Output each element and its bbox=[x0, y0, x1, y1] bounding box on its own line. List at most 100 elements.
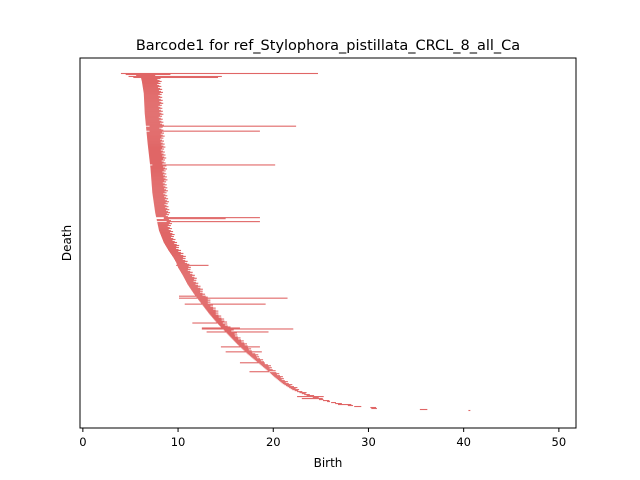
barcode-bar bbox=[156, 219, 169, 221]
barcode-bar bbox=[145, 119, 160, 121]
barcode-bar bbox=[146, 128, 162, 130]
barcode-bar bbox=[149, 156, 165, 158]
barcode-bar bbox=[234, 340, 244, 342]
barcode-bar bbox=[335, 402, 342, 405]
barcode-bar bbox=[144, 100, 160, 102]
barcode-bar bbox=[148, 150, 163, 152]
barcode-bar bbox=[206, 309, 216, 311]
barcode-bar bbox=[152, 191, 165, 193]
barcode-bar bbox=[149, 161, 164, 163]
barcode-bar bbox=[177, 265, 189, 267]
barcode-bar bbox=[145, 117, 161, 119]
barcode-bar bbox=[148, 149, 161, 151]
barcode-bar bbox=[120, 72, 319, 75]
barcode-bar bbox=[468, 409, 471, 412]
barcode-bar bbox=[155, 213, 167, 215]
barcode-bar bbox=[231, 337, 241, 339]
barcode-bar bbox=[162, 238, 176, 241]
barcode-bar bbox=[323, 400, 330, 402]
barcode-bar bbox=[176, 264, 209, 266]
barcode-bar bbox=[232, 338, 239, 340]
barcode-bar bbox=[229, 335, 235, 337]
barcode-bar bbox=[146, 135, 165, 137]
barcode-bar bbox=[237, 343, 248, 345]
barcode-bar bbox=[181, 272, 190, 274]
barcode-bar bbox=[151, 183, 165, 185]
barcode-bar bbox=[187, 283, 196, 285]
barcode-bar bbox=[185, 280, 194, 282]
barcode-bar bbox=[158, 228, 172, 230]
barcode-bar bbox=[195, 294, 203, 296]
barcode-bar bbox=[252, 357, 257, 359]
barcode-bar bbox=[212, 316, 219, 318]
barcode-bar bbox=[146, 133, 161, 135]
barcode-bar bbox=[170, 252, 184, 254]
barcode-bar bbox=[347, 404, 354, 407]
barcode-bar bbox=[176, 263, 190, 265]
barcode-bar bbox=[151, 180, 165, 182]
plot-frame bbox=[79, 57, 577, 429]
barcode-bar bbox=[154, 208, 168, 210]
barcode-bar bbox=[150, 170, 166, 172]
barcode-bar bbox=[145, 123, 163, 125]
barcode-bar bbox=[154, 204, 165, 206]
barcode-bar bbox=[188, 284, 198, 286]
barcode-bar bbox=[202, 304, 214, 306]
barcode-bar bbox=[149, 155, 163, 157]
barcode-bar bbox=[157, 225, 171, 227]
barcode-bar bbox=[312, 397, 319, 399]
barcode-bar bbox=[150, 169, 164, 171]
barcode-bar bbox=[144, 101, 162, 103]
barcode-bar bbox=[147, 138, 161, 140]
barcode-bar bbox=[201, 327, 240, 329]
barcode-bar bbox=[148, 152, 162, 154]
barcode-bar bbox=[165, 244, 180, 247]
barcode-bar bbox=[238, 344, 245, 346]
barcode-bar bbox=[255, 360, 261, 362]
barcode-bar bbox=[276, 378, 284, 380]
barcode-bar bbox=[192, 290, 203, 292]
barcode-bar bbox=[171, 254, 184, 256]
barcode-bar bbox=[227, 333, 235, 335]
barcode-bar bbox=[144, 97, 159, 99]
barcode-bar bbox=[179, 297, 288, 299]
barcode-bar bbox=[235, 341, 242, 343]
barcode-bar bbox=[270, 373, 280, 375]
barcode-bar bbox=[148, 154, 166, 156]
barcode-bar bbox=[155, 211, 169, 213]
barcode-bar bbox=[273, 375, 280, 377]
barcode-bar bbox=[152, 195, 168, 197]
barcode-bar bbox=[146, 127, 160, 129]
x-tick-label: 30 bbox=[361, 435, 376, 449]
barcode-bar bbox=[216, 321, 228, 323]
barcode-bar bbox=[151, 186, 166, 188]
x-tick-label: 20 bbox=[266, 435, 281, 449]
barcode-bar bbox=[205, 308, 214, 310]
barcode-bar bbox=[214, 319, 222, 321]
barcode-bar bbox=[174, 258, 183, 260]
barcode-bar bbox=[209, 313, 216, 315]
barcode-bar bbox=[153, 200, 167, 202]
barcode-bar bbox=[292, 389, 300, 391]
barcode-bar bbox=[289, 387, 298, 389]
barcode-bar bbox=[228, 334, 238, 336]
barcode-bar bbox=[144, 98, 161, 100]
barcode-bar bbox=[266, 369, 273, 371]
barcode-bar bbox=[145, 121, 164, 123]
barcode-bar bbox=[168, 249, 182, 251]
barcode-bar bbox=[166, 245, 177, 248]
barcode-bar bbox=[179, 268, 191, 270]
barcode-bar bbox=[265, 368, 270, 370]
barcode-bar bbox=[151, 177, 164, 179]
barcode-bar bbox=[144, 102, 164, 104]
barcode-bar bbox=[187, 282, 199, 284]
barcode-bar bbox=[193, 292, 203, 294]
barcode-bar bbox=[149, 159, 165, 161]
barcode-bar bbox=[154, 210, 167, 212]
barcode-bar bbox=[304, 394, 310, 396]
barcode-bar bbox=[149, 125, 297, 127]
barcode-bar bbox=[203, 305, 211, 307]
barcode-bar bbox=[257, 361, 264, 363]
barcode-bar bbox=[146, 132, 165, 134]
